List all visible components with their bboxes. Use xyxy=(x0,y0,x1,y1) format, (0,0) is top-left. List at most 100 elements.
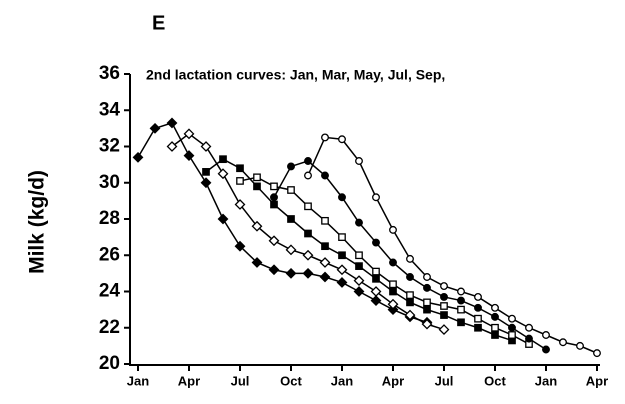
x-tick-label: Oct xyxy=(280,373,302,388)
point xyxy=(491,323,499,332)
y-tick-label: 34 xyxy=(99,99,121,120)
point xyxy=(355,262,363,270)
point xyxy=(406,298,414,307)
series-line xyxy=(307,136,598,354)
point xyxy=(270,182,278,191)
point xyxy=(253,173,261,182)
point xyxy=(304,171,312,180)
point xyxy=(338,233,346,241)
point xyxy=(387,298,399,310)
point xyxy=(491,312,499,321)
point xyxy=(319,271,331,283)
point xyxy=(423,273,431,281)
point xyxy=(406,254,414,263)
point xyxy=(355,251,363,260)
point xyxy=(202,168,210,176)
point xyxy=(304,229,312,238)
point xyxy=(474,292,482,301)
x-tick-label: Apr xyxy=(586,373,608,388)
point xyxy=(270,200,278,209)
x-tick-label: Apr xyxy=(178,373,200,388)
point xyxy=(236,177,244,185)
point xyxy=(593,349,601,358)
point xyxy=(457,296,465,305)
y-tick-label: 24 xyxy=(99,281,121,302)
point xyxy=(406,273,414,281)
point xyxy=(491,331,499,339)
point xyxy=(404,309,416,321)
point xyxy=(353,286,365,297)
point xyxy=(525,334,533,343)
point xyxy=(321,171,329,180)
point xyxy=(353,275,365,287)
y-tick-label: 28 xyxy=(99,208,120,229)
point xyxy=(287,162,295,171)
point xyxy=(287,215,295,223)
point xyxy=(576,341,584,350)
y-tick-label: 26 xyxy=(99,244,120,265)
point xyxy=(355,157,363,165)
point xyxy=(457,318,465,327)
point xyxy=(440,311,448,319)
point xyxy=(200,141,212,152)
panel-label: E xyxy=(152,12,165,34)
series-line xyxy=(137,122,428,324)
point xyxy=(287,186,295,194)
point xyxy=(457,305,465,314)
point xyxy=(338,193,346,202)
point xyxy=(438,324,450,335)
point xyxy=(389,258,397,267)
point xyxy=(474,323,482,332)
point xyxy=(251,220,263,232)
point xyxy=(183,150,195,161)
point xyxy=(200,177,212,189)
point xyxy=(508,331,516,339)
point xyxy=(389,280,397,289)
point xyxy=(474,314,482,323)
point xyxy=(321,133,329,142)
x-tick-label: Oct xyxy=(484,373,506,388)
point xyxy=(389,287,397,296)
point xyxy=(440,292,448,301)
point xyxy=(270,193,278,202)
y-tick-label: 32 xyxy=(99,136,120,157)
point xyxy=(302,267,314,279)
point xyxy=(321,242,329,251)
y-axis-label: Milk (kg/d) xyxy=(26,170,49,274)
point xyxy=(183,128,195,140)
point xyxy=(336,264,348,276)
point xyxy=(219,155,227,164)
point xyxy=(542,345,550,354)
x-tick-label: Jan xyxy=(535,373,557,388)
y-tick-label: 20 xyxy=(99,353,120,374)
point xyxy=(370,286,382,297)
series-line xyxy=(205,158,513,342)
point xyxy=(440,282,448,291)
point xyxy=(217,213,229,225)
x-tick-label: Jan xyxy=(127,373,149,388)
point xyxy=(217,168,229,180)
point xyxy=(372,267,380,276)
point xyxy=(387,304,399,316)
point xyxy=(559,338,567,347)
point xyxy=(508,323,516,332)
point xyxy=(338,135,346,144)
point xyxy=(285,244,297,256)
point xyxy=(421,318,433,330)
point xyxy=(440,302,448,310)
y-tick-label: 30 xyxy=(99,172,120,193)
point xyxy=(166,141,178,152)
point xyxy=(457,287,465,296)
point xyxy=(302,249,314,261)
point xyxy=(508,314,516,323)
point xyxy=(253,182,261,191)
x-tick-label: Apr xyxy=(382,373,404,388)
point xyxy=(166,117,178,129)
chart-title: 2nd lactation curves: Jan, Mar, May, Jul… xyxy=(146,67,445,83)
x-tick-label: Jan xyxy=(331,373,353,388)
point xyxy=(321,216,329,225)
point xyxy=(338,251,346,260)
x-tick-label: Jul xyxy=(435,373,454,388)
point xyxy=(406,291,414,299)
